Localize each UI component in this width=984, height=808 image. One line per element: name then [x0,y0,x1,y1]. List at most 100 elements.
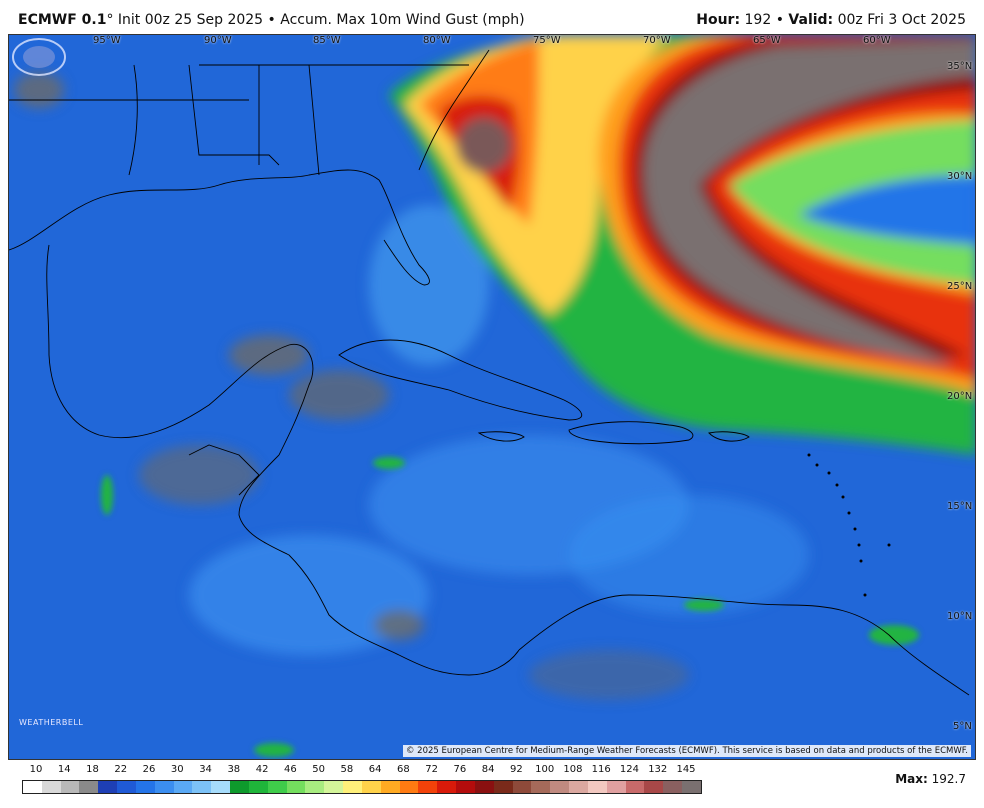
legend-tick-label: 132 [648,764,668,775]
legend-tick-label: 58 [340,764,354,775]
legend-tick-label: 76 [453,764,467,775]
lon-label-60w: 60°W [863,35,891,46]
lat-label-10n: 10°N [947,611,973,622]
legend-swatch [135,781,155,793]
legend-swatch [512,781,532,793]
weatherbell-logo-icon [12,38,66,76]
lat-label-20n: 20°N [947,391,973,402]
lon-label-90w: 90°W [204,35,232,46]
legend-swatch [267,781,287,793]
forecast-time: Hour: 192 • Valid: 00z Fri 3 Oct 2025 [696,12,966,28]
max-label-text: Max: [895,772,928,786]
legend-tick-label: 34 [199,764,212,775]
time-bullet: • [775,12,784,28]
legend-tick-label: 64 [368,764,382,775]
logo-text: WEATHERBELL [19,718,84,727]
legend-swatch [587,781,607,793]
lon-label-95w: 95°W [93,35,121,46]
lat-label-25n: 25°N [947,281,973,292]
product-name: Accum. Max 10m Wind Gust (mph) [280,12,525,28]
legend-tick-label: 42 [255,764,269,775]
legend-tick-label: 38 [227,764,241,775]
legend-tick-label: 124 [619,764,640,775]
lesser-antilles [807,453,891,597]
legend-swatch [230,781,249,793]
legend-swatch [98,781,118,793]
lat-label-30n: 30°N [947,171,973,182]
legend-swatch [324,781,344,793]
legend-swatch [569,781,588,793]
legend-tick-label: 14 [57,764,71,775]
degree-symbol: ° [106,12,114,28]
legend-swatch [474,781,494,793]
copyright-notice: © 2025 European Centre for Medium-Range … [402,745,971,757]
legend-swatch [60,781,80,793]
legend-tick-label: 26 [142,764,156,775]
legend-tick-label: 18 [86,764,99,775]
legend-tick-labels: 10 14 18 22 26 30 34 38 42 46 50 58 64 68 72 76 84 92 100 1… [22,764,702,778]
legend-swatch [286,781,306,793]
legend-color-bar [22,780,702,794]
legend-tick-label: 46 [283,764,297,775]
legend-swatch [531,781,551,793]
legend-swatch [606,781,626,793]
legend-tick-label: 68 [397,764,410,775]
legend-swatch [399,781,419,793]
lon-label-75w: 75°W [533,35,561,46]
init-time: Init 00z 25 Sep 2025 [117,12,264,28]
legend-swatch [456,781,475,793]
wind-gust-map[interactable]: 95°W 90°W 85°W 80°W 75°W 70°W 65°W 60°W … [8,34,976,760]
legend-tick-label: 145 [676,764,696,775]
coastlines [9,49,970,696]
lat-label-35n: 35°N [947,61,973,72]
legend-swatch [117,781,136,793]
legend-swatch [305,781,325,793]
legend-tick-label: 10 [29,764,43,775]
legend-swatch [41,781,61,793]
lon-label-80w: 80°W [423,35,451,46]
legend-swatch [192,781,212,793]
legend-tick-label: 72 [425,764,439,775]
legend-swatch [663,781,682,793]
legend-tick-label: 84 [481,764,495,775]
map-canvas [9,35,975,759]
lat-label-5n: 5°N [953,721,972,732]
hour-value: 192 [744,12,772,28]
legend-swatch [211,781,231,793]
legend-swatch [361,781,381,793]
legend-tick-label: 92 [510,764,523,775]
legend-swatch [625,781,645,793]
legend-swatch [644,781,664,793]
lat-label-15n: 15°N [947,501,973,512]
legend-tick-label: 108 [563,764,583,775]
lon-label-65w: 65°W [753,35,781,46]
legend-swatch [343,781,362,793]
valid-label: Valid: [788,12,834,28]
legend-swatch [550,781,570,793]
legend-tick-label: 100 [535,764,555,775]
legend-swatch [248,781,268,793]
legend-tick-label: 116 [591,764,611,775]
color-legend: 10 14 18 22 26 30 34 38 42 46 50 58 64 68 72 76 84 92 100 1… [22,764,702,796]
map-title: ECMWF 0.1° Init 00z 25 Sep 2025 • Accum.… [18,12,525,28]
legend-tick-label: 22 [114,764,128,775]
legend-swatch [681,781,701,793]
valid-value: 00z Fri 3 Oct 2025 [837,12,966,28]
wind-field [14,35,975,700]
header-bar: ECMWF 0.1° Init 00z 25 Sep 2025 • Accum.… [0,0,984,34]
legend-tick-label: 30 [170,764,184,775]
legend-tick-label: 50 [312,764,325,775]
legend-swatch [437,781,457,793]
legend-swatch [23,781,42,793]
lon-label-70w: 70°W [643,35,671,46]
legend-swatch [493,781,513,793]
legend-swatch [380,781,400,793]
legend-swatch [154,781,174,793]
legend-swatch [79,781,99,793]
max-value: Max: 192.7 [895,772,966,786]
max-value-number: 192.7 [931,772,966,786]
legend-swatch [173,781,193,793]
title-bullet: • [267,12,276,28]
small-gust-patches [101,457,919,757]
legend-swatch [418,781,438,793]
